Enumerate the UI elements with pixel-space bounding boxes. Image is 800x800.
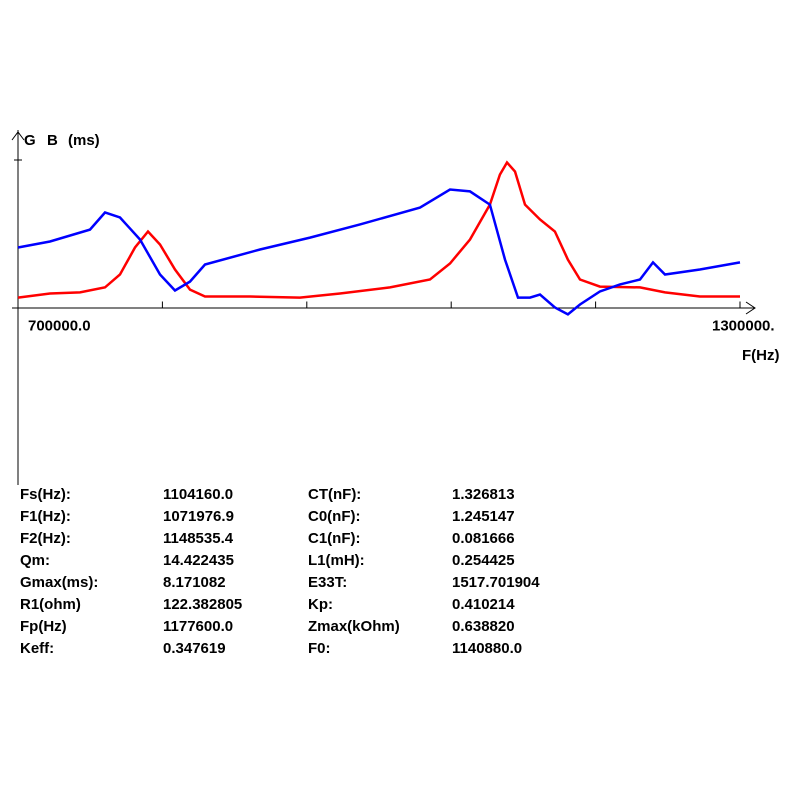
param-value: 8.171082 — [163, 574, 226, 591]
param-value: 0.638820 — [452, 618, 515, 635]
param-value: 1.326813 — [452, 486, 515, 503]
param-label: C0(nF): — [308, 508, 361, 525]
param-value: 1517.701904 — [452, 574, 540, 591]
param-label: E33T: — [308, 574, 347, 591]
param-value: 0.254425 — [452, 552, 515, 569]
param-value: 1140880.0 — [452, 640, 522, 657]
x-tick-label: 700000.0 — [28, 317, 91, 334]
param-value: 122.382805 — [163, 596, 242, 613]
param-value: 1071976.9 — [163, 508, 234, 525]
y-axis-label: (ms) — [68, 132, 100, 149]
x-tick-label: 1300000. — [712, 317, 775, 334]
y-axis-arrow — [11, 131, 25, 141]
param-label: Fs(Hz): — [20, 486, 71, 503]
param-label: Keff: — [20, 640, 54, 657]
param-label: F1(Hz): — [20, 508, 71, 525]
param-label: Gmax(ms): — [20, 574, 98, 591]
x-axis-arrow — [745, 301, 756, 315]
param-value: 0.410214 — [452, 596, 515, 613]
param-label: R1(ohm) — [20, 596, 81, 613]
param-label: L1(mH): — [308, 552, 365, 569]
param-label: F2(Hz): — [20, 530, 71, 547]
series-line — [17, 188, 741, 316]
legend-b: B — [47, 132, 58, 149]
param-value: 1177600.0 — [163, 618, 233, 635]
param-value: 14.422435 — [163, 552, 234, 569]
param-value: 1.245147 — [452, 508, 515, 525]
param-label: CT(nF): — [308, 486, 361, 503]
param-value: 1148535.4 — [163, 530, 234, 547]
x-axis-label: F(Hz) — [742, 347, 780, 364]
param-label: C1(nF): — [308, 530, 361, 547]
param-label: Zmax(kOhm) — [308, 618, 400, 635]
param-label: Qm: — [20, 552, 50, 569]
param-value: 0.347619 — [163, 640, 226, 657]
param-value: 1104160.0 — [163, 486, 233, 503]
series-line — [17, 160, 740, 299]
legend-g: G — [24, 132, 36, 149]
param-label: Kp: — [308, 596, 333, 613]
param-label: Fp(Hz) — [20, 618, 67, 635]
param-label: F0: — [308, 640, 331, 657]
param-value: 0.081666 — [452, 530, 515, 547]
